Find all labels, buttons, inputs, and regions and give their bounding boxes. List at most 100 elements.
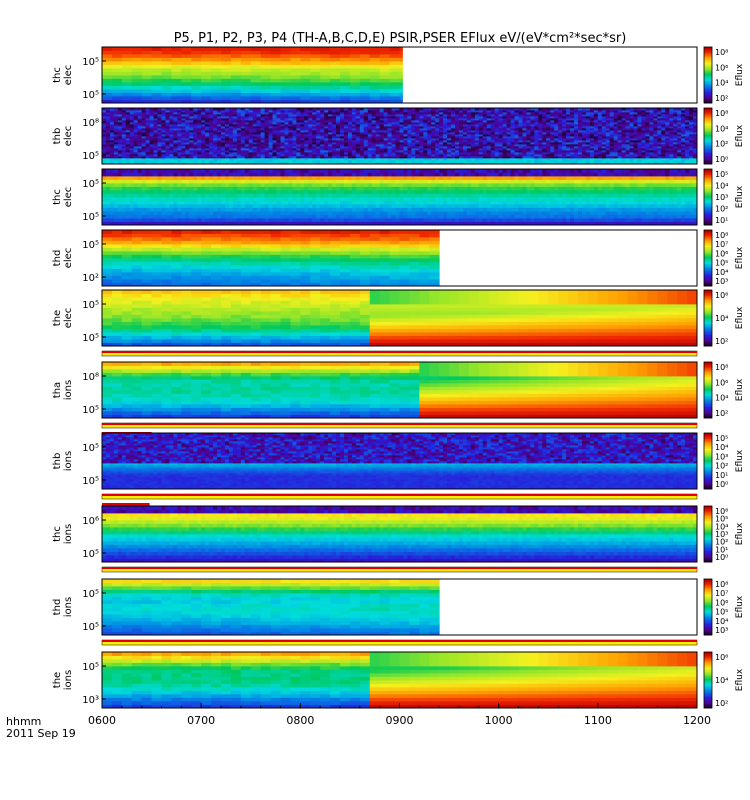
spectrogram-cell <box>443 156 448 159</box>
spectrogram-cell <box>542 154 547 157</box>
spectrogram-cell <box>105 204 111 208</box>
spectrogram-cell <box>689 152 694 155</box>
spectrogram-cell <box>270 82 281 86</box>
spectrogram-cell <box>256 110 262 113</box>
spectrogram-cell <box>153 152 158 155</box>
spectrogram-cell <box>256 154 262 157</box>
spectrogram-cell <box>324 110 329 113</box>
spectrogram-cell <box>518 158 523 161</box>
spectrogram-cell <box>280 68 291 72</box>
spectrogram-cell <box>102 126 107 129</box>
spectrogram-cell <box>221 120 226 123</box>
spectrogram-cell <box>542 150 547 153</box>
spectrogram-cell <box>673 126 678 129</box>
spectrogram-cell <box>217 136 222 139</box>
spectrogram-cell <box>105 110 111 113</box>
spectrogram-cell <box>474 152 480 155</box>
spectrogram-cell <box>236 162 242 165</box>
spectrogram-cell <box>169 140 174 143</box>
spectrogram-cell <box>105 176 111 180</box>
spectrogram-cell <box>117 152 123 155</box>
spectrogram-cell <box>240 96 252 100</box>
spectrogram-cell <box>455 136 460 139</box>
spectrogram-cell <box>304 138 309 141</box>
spectrogram-cell <box>677 126 682 129</box>
spectrogram-cell <box>105 160 111 163</box>
spectrogram-cell <box>470 118 476 121</box>
spectrogram-cell <box>399 122 404 125</box>
spectrogram-cell <box>455 160 460 163</box>
spectrogram-cell <box>252 150 258 153</box>
spectrogram-cell <box>133 156 139 159</box>
spectrogram-cell <box>419 132 424 135</box>
spectrogram-cell <box>379 118 385 121</box>
spectrogram-cell <box>447 108 452 111</box>
spectrogram-cell <box>645 146 650 149</box>
spectrogram-cell <box>332 108 337 111</box>
spectrogram-cell <box>304 116 309 119</box>
spectrogram-cell <box>230 47 242 51</box>
spectrogram-cell <box>558 138 563 141</box>
spectrogram-cell <box>272 120 277 123</box>
spectrogram-cell <box>538 110 543 113</box>
spectrogram-cell <box>673 124 678 127</box>
spectrogram-cell <box>336 132 341 135</box>
spectrogram-cell <box>459 142 464 145</box>
spectrogram-cell <box>185 110 190 113</box>
spectrogram-cell <box>601 108 607 111</box>
spectrogram-cell <box>490 112 496 115</box>
spectrogram-cell <box>145 152 150 155</box>
spectrogram-cell <box>633 146 638 149</box>
spectrogram-cell <box>589 108 595 111</box>
spectrogram-cell <box>288 130 293 133</box>
spectrogram-cell <box>470 134 476 137</box>
spectrogram-cell <box>605 146 611 149</box>
spectrogram-cell <box>217 112 222 115</box>
spectrogram-cell <box>117 160 123 163</box>
spectrogram-cell <box>407 122 412 125</box>
spectrogram-cell <box>502 138 507 141</box>
spectrogram-cell <box>213 162 218 165</box>
spectrogram-cell <box>435 126 440 129</box>
spectrogram-cell <box>141 124 147 127</box>
spectrogram-cell <box>403 136 408 139</box>
spectrogram-cell <box>270 75 281 79</box>
spectrogram-cell <box>570 116 575 119</box>
spectrogram-cell <box>149 140 154 143</box>
spectrogram-cell <box>105 183 111 187</box>
spectrogram-cell <box>407 158 412 161</box>
spectrogram-cell <box>113 122 119 125</box>
spectrogram-cell <box>137 148 143 151</box>
spectrogram-cell <box>252 126 258 129</box>
spectrogram-cell <box>625 118 630 121</box>
spectrogram-cell <box>447 144 452 147</box>
spectrogram-cell <box>161 124 166 127</box>
spectrogram-cell <box>340 75 351 79</box>
spectrogram-cell <box>109 136 115 139</box>
spectrogram-cell <box>260 138 266 141</box>
spectrogram-cell <box>677 114 682 117</box>
spectrogram-cell <box>250 96 262 100</box>
spectrogram-cell <box>324 128 329 131</box>
spectrogram-cell <box>221 108 226 111</box>
spectrogram-cell <box>250 68 262 72</box>
spectrogram-cell <box>494 142 500 145</box>
spectrogram-cell <box>264 146 269 149</box>
spectrogram-cell <box>629 124 634 127</box>
spectrogram-cell <box>109 154 115 157</box>
spectrogram-cell <box>141 152 147 155</box>
spectrogram-cell <box>371 132 377 135</box>
spectrogram-cell <box>149 134 154 137</box>
spectrogram-cell <box>669 146 674 149</box>
spectrogram-cell <box>593 140 599 143</box>
spectrogram-cell <box>296 160 301 163</box>
spectrogram-cell <box>419 130 424 133</box>
spectrogram-cell <box>637 156 642 159</box>
spectrogram-cell <box>641 160 646 163</box>
colorbar-segment <box>704 93 712 95</box>
spectrogram-cell <box>451 112 456 115</box>
spectrogram-cell <box>201 82 212 86</box>
spectrogram-cell <box>629 146 634 149</box>
spectrogram-cell <box>197 128 202 131</box>
spectrogram-cell <box>320 158 325 161</box>
